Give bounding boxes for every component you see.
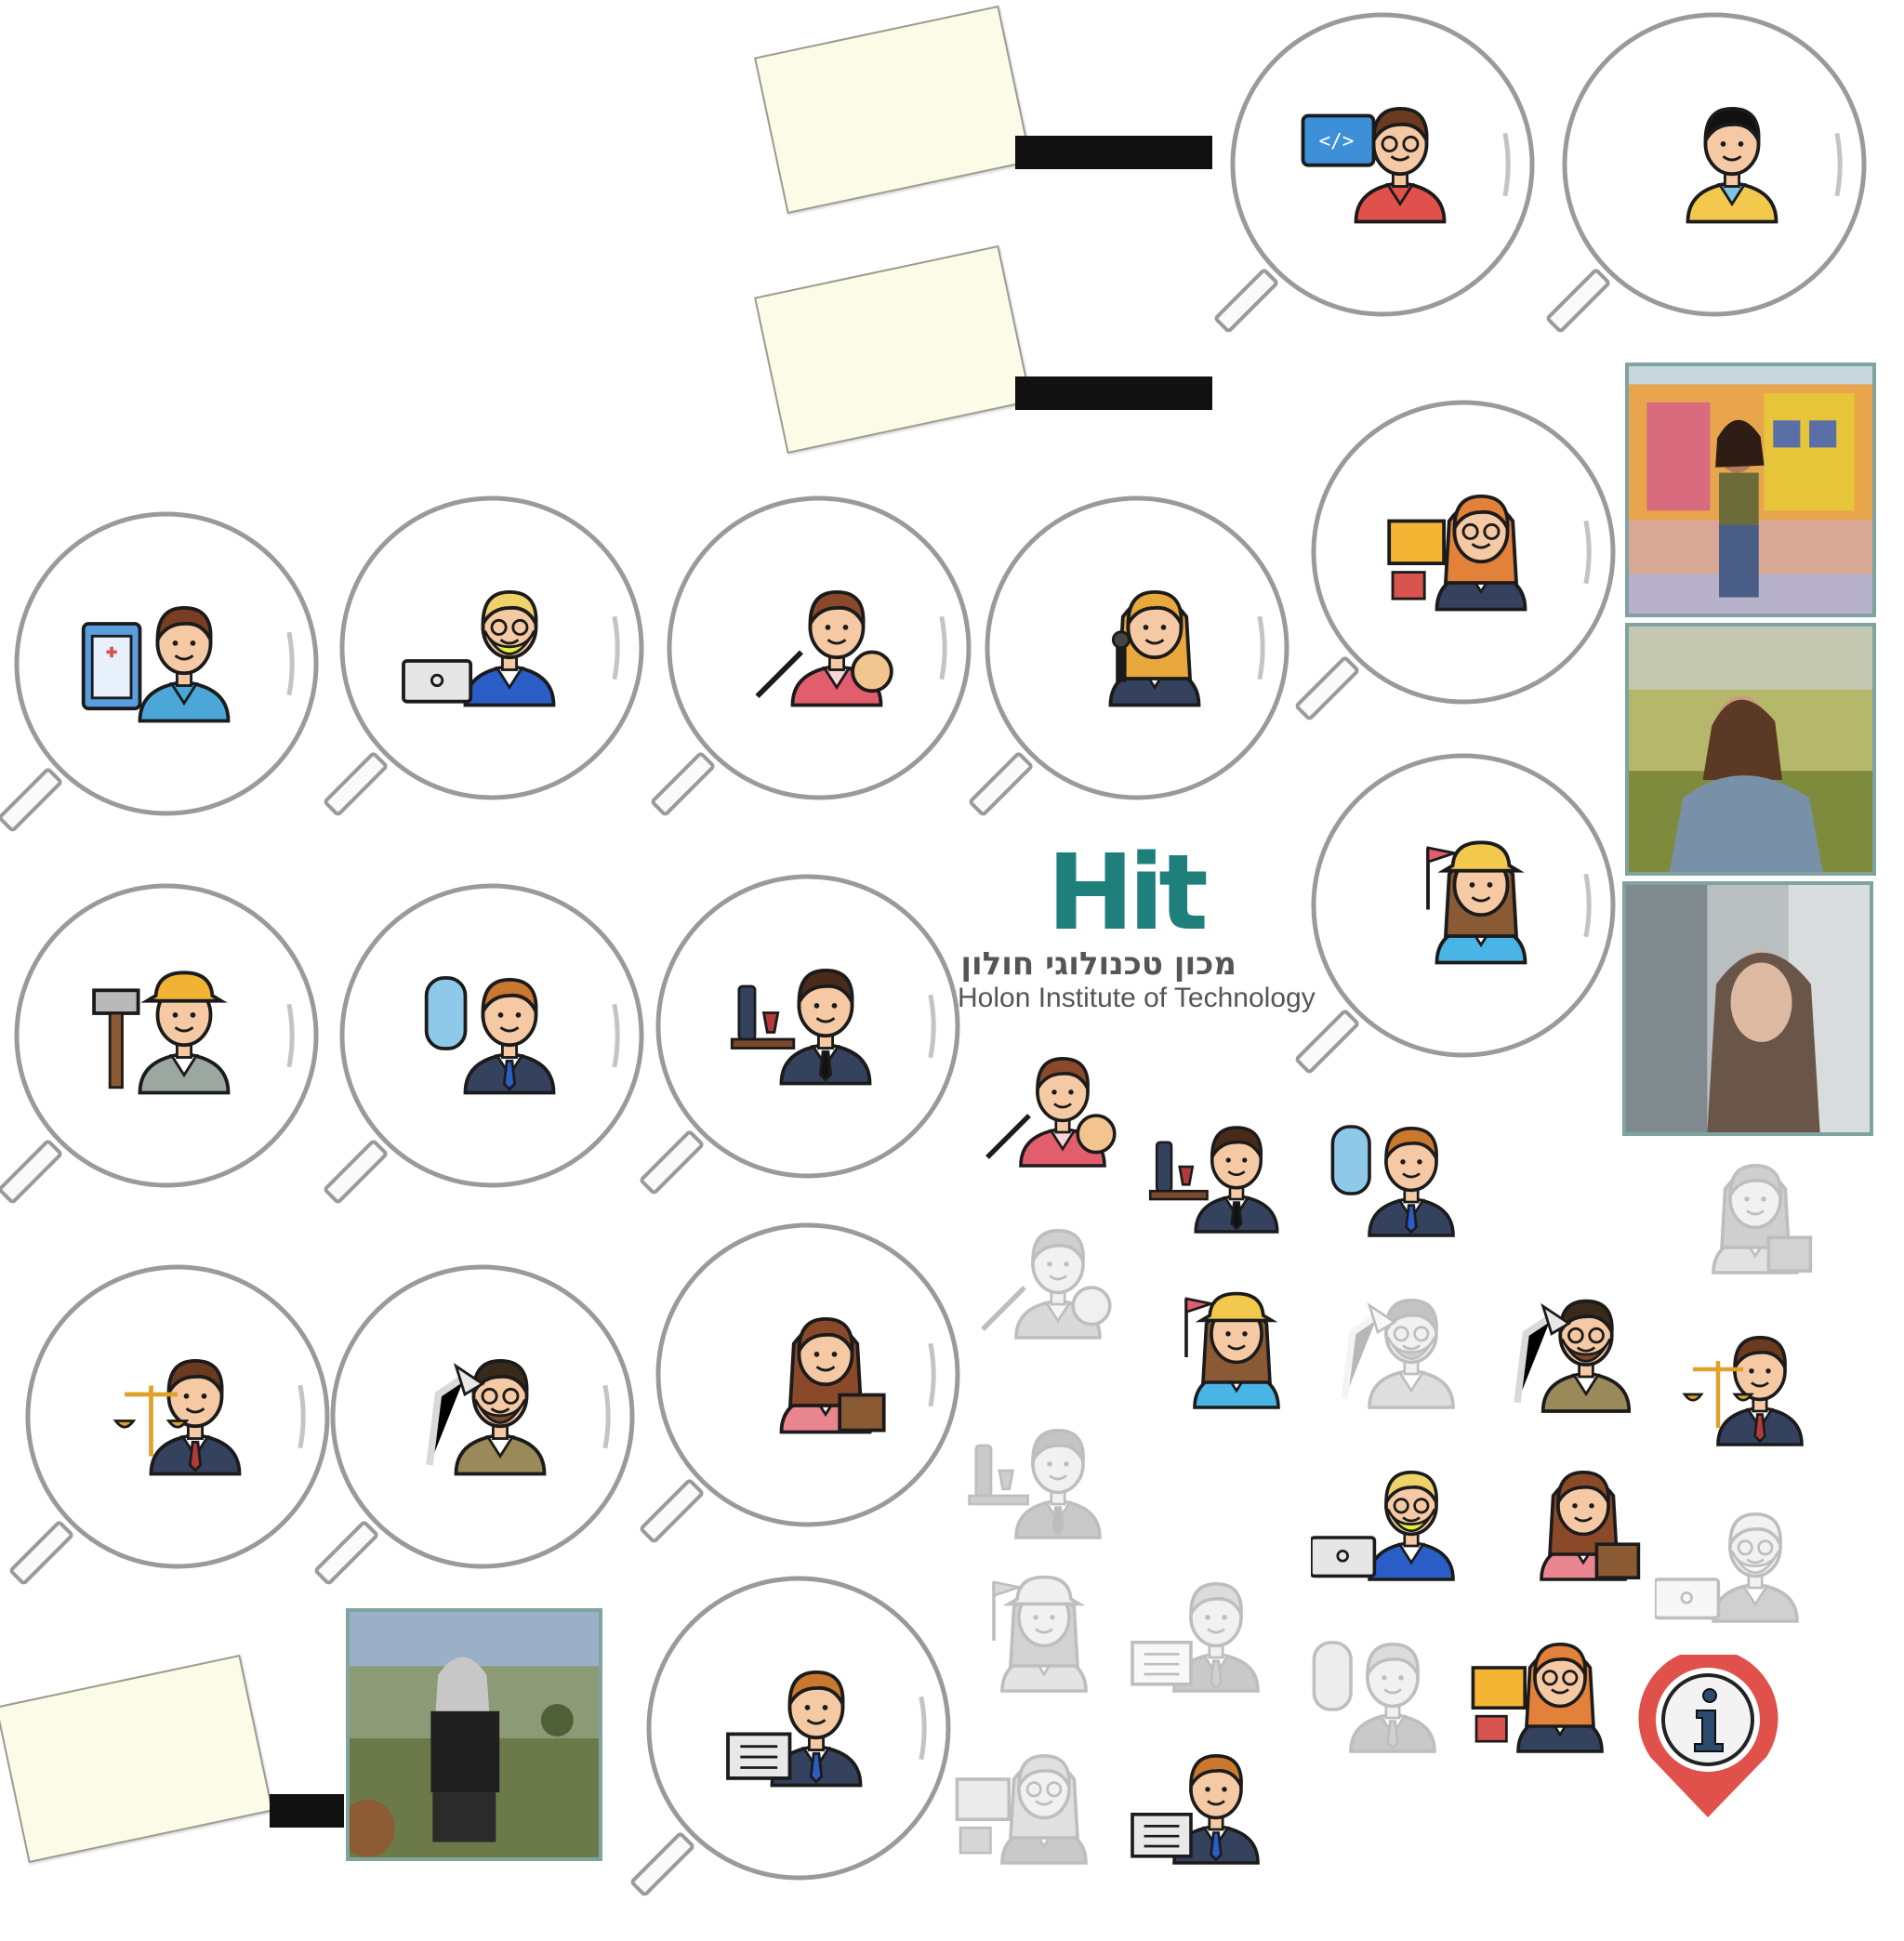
blank-note-1[interactable] <box>754 5 1032 215</box>
magnifier[interactable] <box>9 1260 335 1585</box>
cluster-figure[interactable] <box>1460 1618 1627 1768</box>
secretary-icon <box>1387 494 1527 612</box>
info-icon <box>1661 1673 1754 1766</box>
cluster-figure[interactable] <box>958 1204 1125 1354</box>
note-stick-2 <box>1015 376 1212 410</box>
magnifier[interactable] <box>1295 748 1620 1074</box>
waiter-icon <box>1148 1126 1279 1234</box>
tour-guide-icon <box>1184 1291 1280 1409</box>
magnifier[interactable] <box>1546 7 1871 333</box>
flight-attendant-icon <box>424 976 556 1095</box>
cluster-figure[interactable] <box>1292 1618 1460 1768</box>
teacher-icon <box>1540 1470 1641 1581</box>
note-stick-1 <box>1015 136 1212 169</box>
secretary-icon <box>955 1753 1088 1865</box>
cluster-figure[interactable] <box>1483 1446 1650 1596</box>
makeup-artist-icon <box>985 1056 1117 1168</box>
programmer-icon: </> <box>1301 106 1447 224</box>
event-planner-icon <box>726 1670 863 1788</box>
cluster-figure[interactable] <box>1116 1557 1283 1708</box>
waiter-icon <box>730 968 872 1086</box>
cluster-figure[interactable] <box>1311 1102 1478 1252</box>
hit-logo: Hit מכון טכנולוגי חולון Holon Institute … <box>958 833 1316 1014</box>
cluster-figure[interactable] <box>1483 1274 1655 1429</box>
cluster-figure[interactable] <box>944 1557 1111 1708</box>
singer-icon <box>1108 589 1201 707</box>
portrait-photo-2 <box>1625 623 1876 876</box>
event-planner-icon <box>1130 1753 1260 1865</box>
cluster-figure[interactable] <box>1653 1487 1822 1638</box>
magnifier[interactable] <box>651 491 976 816</box>
bearded-freelancer-icon <box>402 589 556 707</box>
cluster-figure[interactable] <box>944 1729 1111 1880</box>
event-planner-icon <box>1130 1581 1260 1693</box>
makeup-artist-icon <box>981 1228 1112 1340</box>
flight-attendant-icon <box>1312 1641 1436 1753</box>
architect-icon <box>1341 1298 1455 1409</box>
magnifier[interactable] <box>969 491 1294 816</box>
waiter-icon <box>968 1428 1102 1539</box>
bearded-freelancer-icon <box>1309 1470 1455 1581</box>
cluster-figure[interactable] <box>1655 1139 1822 1289</box>
magnifier[interactable] <box>640 869 965 1195</box>
nurse-icon <box>81 605 231 723</box>
magnifier[interactable] <box>314 1260 640 1585</box>
magnifier[interactable] <box>630 1571 956 1896</box>
cluster-figure[interactable] <box>1311 1274 1478 1424</box>
portrait-photo-1 <box>1625 363 1876 617</box>
young-man-icon <box>1686 106 1778 224</box>
cluster-figure[interactable] <box>1659 1311 1827 1461</box>
blank-note-2[interactable] <box>754 244 1032 455</box>
logo-hebrew-name: מכון טכנולוגי חולון <box>960 945 1236 983</box>
cluster-figure[interactable] <box>1139 1102 1302 1248</box>
cluster-figure[interactable] <box>1136 1274 1303 1424</box>
info-pin-button[interactable] <box>1632 1648 1785 1822</box>
teacher-icon <box>1712 1163 1813 1274</box>
tour-guide-icon <box>992 1575 1088 1693</box>
secretary-icon <box>1471 1642 1604 1753</box>
architect-icon <box>426 1358 547 1476</box>
architect-icon <box>1514 1299 1632 1413</box>
magnifier[interactable] <box>0 507 324 832</box>
magnifier[interactable]: </> <box>1214 7 1540 333</box>
magnifier[interactable] <box>324 491 649 816</box>
magnifier[interactable] <box>1295 395 1620 720</box>
lawyer-icon <box>112 1358 242 1476</box>
cluster-figure[interactable] <box>1116 1729 1283 1880</box>
magnifier[interactable] <box>640 1218 965 1543</box>
teacher-icon <box>779 1316 886 1434</box>
note-stick-3 <box>270 1794 344 1828</box>
lawyer-icon <box>1682 1335 1804 1446</box>
magnifier[interactable] <box>0 878 324 1204</box>
flight-attendant-icon <box>1330 1125 1455 1237</box>
cluster-figure[interactable] <box>1309 1446 1478 1596</box>
logo-mark: Hit <box>1047 833 1209 954</box>
cluster-figure[interactable] <box>958 1404 1125 1554</box>
makeup-artist-icon <box>755 589 893 707</box>
portrait-photo-4 <box>346 1608 602 1861</box>
portrait-photo-3 <box>1622 881 1873 1136</box>
tour-guide-icon <box>1426 840 1527 965</box>
logo-english-name: Holon Institute of Technology <box>958 983 1316 1013</box>
construction-worker-icon <box>92 970 231 1095</box>
bearded-freelancer-icon <box>1653 1512 1799 1623</box>
blank-note-3[interactable] <box>0 1654 273 1864</box>
svg-text:</>: </> <box>1319 130 1355 152</box>
cluster-figure[interactable] <box>962 1032 1130 1182</box>
magnifier[interactable] <box>324 878 649 1204</box>
